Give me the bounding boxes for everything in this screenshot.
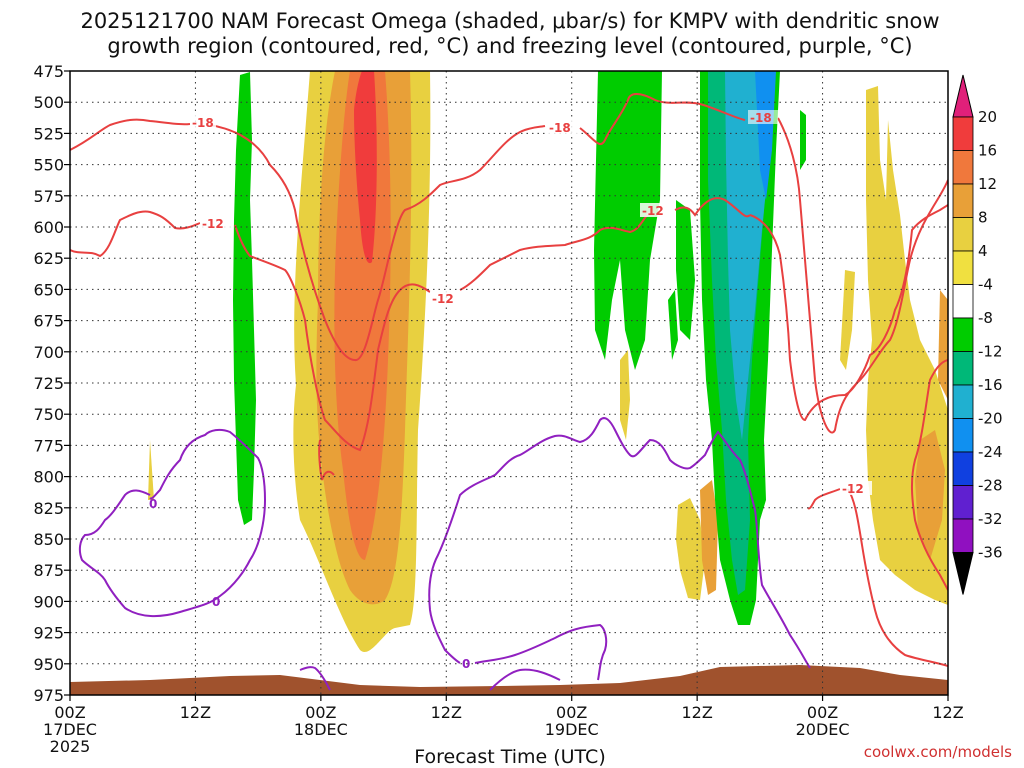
omega-band-19dec: [594, 71, 806, 625]
y-tick-label: 725: [33, 374, 64, 393]
colorbar-segment: [952, 384, 974, 419]
colorbar-tick-label: -8: [978, 309, 993, 327]
y-tick-label: 525: [33, 124, 64, 143]
red-contour-label: -12: [842, 482, 864, 496]
colorbar-segment: [952, 418, 974, 453]
colorbar-segment: [952, 150, 974, 185]
colorbar-tick-label: 12: [978, 175, 997, 193]
x-axis-label: Forecast Time (UTC): [414, 746, 605, 768]
colorbar-segment: [952, 217, 974, 252]
colorbar-tick-label: 16: [978, 142, 997, 160]
colorbar-segment: [952, 485, 974, 520]
x-date-label: 17DEC: [43, 720, 97, 739]
chart-title-line2: growth region (contoured, red, °C) and f…: [107, 34, 912, 58]
colorbar-tick-label: -28: [978, 477, 1003, 495]
colorbar-bottom-arrow: [952, 552, 974, 595]
red-contour-label: -12: [432, 292, 454, 306]
omega-band-18dec: [148, 71, 431, 653]
y-tick-label: 750: [33, 405, 64, 424]
colorbar-segment: [952, 250, 974, 285]
red-contour-label: -12: [642, 204, 664, 218]
x-tick-label: 12Z: [932, 703, 963, 722]
colorbar-segment: [952, 116, 974, 151]
red-contour-label: -18: [192, 116, 214, 130]
red-contour-label: -18: [750, 111, 772, 125]
colorbar: 20 16 12 8 4 -4 -8 -12 -16 -20 -24 -28 -32 -36: [952, 74, 1003, 595]
x-date-label: 19DEC: [545, 720, 599, 739]
purple-freezing-contours: [78, 417, 811, 691]
y-tick-label: 825: [33, 499, 64, 518]
x-year-label: 2025: [50, 737, 91, 756]
plot-area: [70, 71, 948, 695]
colorbar-tick-label: -20: [978, 410, 1003, 428]
omega-band-17dec: [233, 72, 256, 525]
red-isotherm-contours: [70, 93, 948, 667]
purple-contour-label: 0: [149, 497, 157, 511]
y-tick-label: 850: [33, 530, 64, 549]
chart-title-line1: 2025121700 NAM Forecast Omega (shaded, μ…: [80, 9, 939, 33]
omega-band-20dec: [840, 86, 948, 605]
x-tick-label: 12Z: [180, 703, 211, 722]
x-tick-label: 00Z: [556, 703, 587, 722]
y-tick-label: 475: [33, 62, 64, 81]
colorbar-tick-label: -12: [978, 343, 1003, 361]
red-contour-label: -12: [202, 217, 224, 231]
purple-contour-label: 0: [212, 595, 220, 609]
colorbar-tick-label: -4: [978, 276, 993, 294]
y-tick-label: 575: [33, 187, 64, 206]
colorbar-segment: [952, 518, 974, 553]
y-tick-label: 650: [33, 280, 64, 299]
colorbar-tick-label: -32: [978, 510, 1003, 528]
x-tick-label: 12Z: [681, 703, 712, 722]
colorbar-tick-label: 4: [978, 242, 988, 260]
y-tick-label: 875: [33, 561, 64, 580]
purple-contour-label: 0: [462, 657, 470, 671]
x-tick-label: 12Z: [431, 703, 462, 722]
x-date-label: 20DEC: [796, 720, 850, 739]
x-tick-label: 00Z: [54, 703, 85, 722]
y-tick-label: 950: [33, 655, 64, 674]
x-tick-label: 00Z: [305, 703, 336, 722]
y-tick-label: 500: [33, 93, 64, 112]
contour-labels: -18 -12 -12 -18 -12 -18 -12 0 0 0: [149, 110, 872, 671]
x-date-label: 18DEC: [294, 720, 348, 739]
colorbar-tick-label: 8: [978, 209, 988, 227]
y-tick-label: 625: [33, 249, 64, 268]
y-tick-label: 600: [33, 218, 64, 237]
colorbar-segment: [952, 284, 974, 319]
y-tick-label: 550: [33, 156, 64, 175]
y-tick-label: 900: [33, 592, 64, 611]
y-tick-label: 925: [33, 624, 64, 643]
colorbar-tick-label: -36: [978, 544, 1003, 562]
y-tick-label: 800: [33, 468, 64, 487]
colorbar-top-arrow: [952, 74, 974, 118]
y-tick-label: 700: [33, 343, 64, 362]
colorbar-segment: [952, 317, 974, 352]
y-tick-label: 675: [33, 312, 64, 331]
colorbar-tick-label: 20: [978, 108, 997, 126]
y-tick-label: 975: [33, 686, 64, 705]
y-axis: 475 500 525 550 575 600 625 650 675 700 725 750 775 8…: [33, 62, 70, 705]
credit-text[interactable]: coolwx.com/models: [864, 743, 1012, 761]
colorbar-segment: [952, 351, 974, 386]
surface-terrain: [70, 665, 948, 695]
colorbar-tick-label: -24: [978, 443, 1003, 461]
y-tick-label: 775: [33, 436, 64, 455]
red-contour-label: -18: [549, 121, 571, 135]
x-tick-label: 00Z: [807, 703, 838, 722]
colorbar-tick-label: -16: [978, 376, 1003, 394]
colorbar-segment: [952, 451, 974, 486]
gridlines: [70, 71, 948, 695]
colorbar-segment: [952, 183, 974, 218]
